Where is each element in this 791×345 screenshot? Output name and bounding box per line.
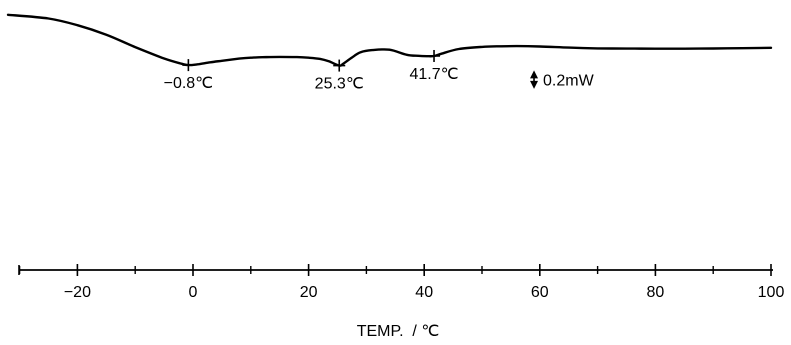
x-tick-label: 100 (758, 284, 785, 301)
x-tick-label: 20 (300, 284, 318, 301)
x-axis: −20 0 20 40 60 80 100 (18, 264, 785, 301)
x-tick-label: 40 (415, 284, 433, 301)
arrow-down-icon (530, 80, 539, 89)
x-tick-label: 0 (189, 284, 198, 301)
peak-markers: −0.8℃ 25.3℃ 41.7℃ (164, 49, 459, 93)
x-tick-label: 80 (647, 284, 665, 301)
x-tick-label: −20 (64, 284, 91, 301)
x-tick-label: 60 (531, 284, 549, 301)
scale-bar-label: 0.2mW (543, 73, 595, 90)
arrow-up-icon (530, 70, 539, 79)
x-axis-label: TEMP. / ℃ (357, 323, 440, 340)
peak-label: −0.8℃ (164, 75, 214, 92)
peak-label: 41.7℃ (409, 66, 458, 83)
dsc-curve (6, 13, 773, 67)
scale-bar: 0.2mW (530, 70, 595, 90)
peak-label: 25.3℃ (315, 76, 364, 93)
